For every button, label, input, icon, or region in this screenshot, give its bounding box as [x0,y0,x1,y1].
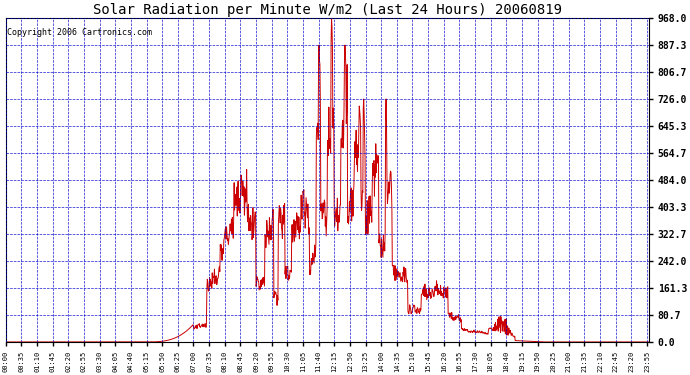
Text: Copyright 2006 Cartronics.com: Copyright 2006 Cartronics.com [7,28,152,37]
Title: Solar Radiation per Minute W/m2 (Last 24 Hours) 20060819: Solar Radiation per Minute W/m2 (Last 24… [92,3,562,17]
